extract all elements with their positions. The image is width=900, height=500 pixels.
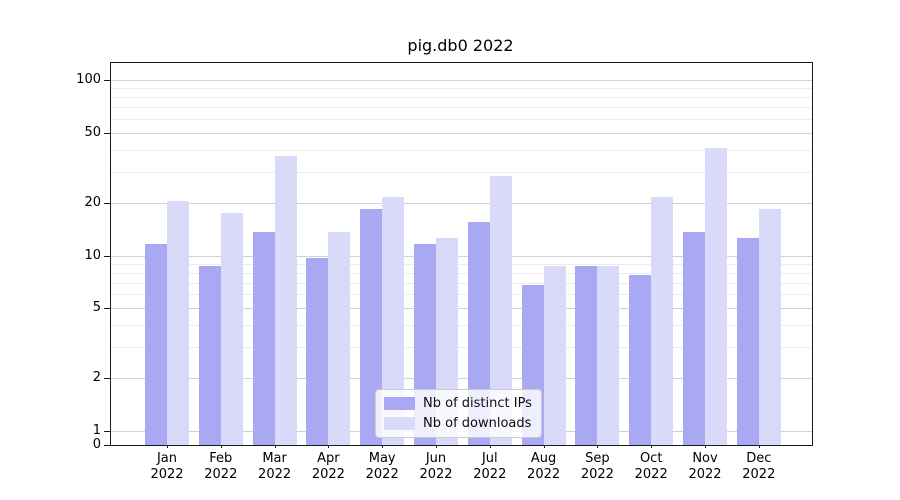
y-tick-mark bbox=[104, 255, 110, 257]
x-tick-label: Oct 2022 bbox=[634, 451, 668, 482]
y-tick-mark bbox=[104, 444, 110, 446]
y-tick-label: 5 bbox=[92, 300, 101, 316]
y-tick-mark bbox=[104, 132, 110, 134]
x-tick-label: Nov 2022 bbox=[688, 451, 722, 482]
bar-sep-distinct-ips bbox=[575, 265, 598, 445]
x-tick-label: Jul 2022 bbox=[473, 451, 507, 482]
bar-jul-downloads bbox=[489, 176, 512, 445]
y-tick-label: 10 bbox=[84, 247, 101, 263]
x-tick-mark bbox=[328, 444, 330, 448]
bar-may-downloads bbox=[382, 197, 405, 445]
bar-apr-distinct-ips bbox=[306, 257, 329, 445]
bar-nov-downloads bbox=[705, 148, 727, 445]
x-tick-mark bbox=[436, 444, 437, 448]
major-gridline bbox=[111, 378, 812, 380]
bar-apr-downloads bbox=[328, 231, 351, 445]
minor-gridline bbox=[111, 263, 812, 265]
major-gridline bbox=[111, 80, 812, 81]
chart-title: pig.db0 2022 bbox=[407, 36, 514, 55]
x-tick-label: Sep 2022 bbox=[580, 451, 614, 482]
bar-jan-distinct-ips bbox=[145, 243, 167, 445]
minor-gridline bbox=[111, 88, 812, 89]
minor-gridline bbox=[111, 272, 812, 274]
y-tick-label: 1 bbox=[92, 423, 101, 438]
x-tick-label: May 2022 bbox=[365, 451, 399, 482]
x-tick-label: Jun 2022 bbox=[419, 451, 453, 482]
bar-jan-downloads bbox=[167, 201, 189, 445]
bar-nov-distinct-ips bbox=[683, 231, 705, 445]
legend-item-distinct-ips: Nb of distinct IPs bbox=[384, 395, 532, 412]
major-gridline bbox=[111, 308, 812, 310]
minor-gridline bbox=[111, 118, 812, 120]
minor-gridline bbox=[111, 325, 812, 327]
x-tick-mark bbox=[167, 444, 168, 448]
legend-label-distinct-ips: Nb of distinct IPs bbox=[423, 396, 532, 411]
bar-aug-downloads bbox=[543, 265, 566, 445]
major-gridline bbox=[111, 255, 812, 257]
major-gridline bbox=[111, 132, 812, 134]
chart-legend: Nb of distinct IPs Nb of downloads bbox=[375, 389, 542, 438]
x-tick-label: Jan 2022 bbox=[150, 451, 184, 482]
bar-oct-downloads bbox=[651, 197, 674, 445]
bar-oct-distinct-ips bbox=[629, 274, 652, 445]
minor-gridline bbox=[111, 107, 812, 109]
legend-item-downloads: Nb of downloads bbox=[384, 415, 532, 432]
x-tick-mark bbox=[597, 444, 599, 448]
x-tick-mark bbox=[220, 444, 222, 448]
major-gridline bbox=[111, 202, 812, 204]
x-tick-mark bbox=[543, 444, 545, 448]
y-tick-mark bbox=[104, 378, 110, 380]
x-tick-mark bbox=[651, 444, 653, 448]
y-tick-label: 20 bbox=[84, 194, 101, 210]
x-tick-mark bbox=[274, 444, 276, 448]
x-tick-label: Apr 2022 bbox=[311, 451, 345, 482]
y-tick-mark bbox=[104, 80, 110, 81]
x-tick-mark bbox=[489, 444, 491, 448]
minor-gridline bbox=[111, 97, 812, 98]
bar-feb-downloads bbox=[220, 212, 243, 445]
x-tick-label: Feb 2022 bbox=[204, 451, 238, 482]
bar-feb-distinct-ips bbox=[198, 265, 221, 445]
x-tick-label: Dec 2022 bbox=[742, 451, 776, 482]
minor-gridline bbox=[111, 149, 812, 151]
bar-dec-distinct-ips bbox=[736, 237, 759, 445]
minor-gridline bbox=[111, 171, 812, 173]
y-tick-label: 100 bbox=[76, 72, 101, 87]
bar-may-distinct-ips bbox=[360, 208, 383, 445]
y-tick-label: 0 bbox=[92, 436, 101, 452]
y-tick-mark bbox=[104, 202, 110, 204]
x-tick-mark bbox=[705, 444, 706, 448]
minor-gridline bbox=[111, 282, 812, 284]
x-tick-label: Mar 2022 bbox=[258, 451, 292, 482]
y-tick-mark bbox=[104, 308, 110, 310]
legend-swatch-distinct-ips bbox=[384, 397, 415, 410]
y-tick-label: 50 bbox=[84, 124, 101, 140]
bar-mar-downloads bbox=[274, 155, 297, 445]
y-tick-mark bbox=[104, 431, 110, 432]
legend-swatch-downloads bbox=[384, 417, 415, 430]
y-tick-label: 2 bbox=[92, 370, 101, 386]
x-tick-mark bbox=[758, 444, 760, 448]
legend-label-downloads: Nb of downloads bbox=[423, 416, 532, 431]
minor-gridline bbox=[111, 294, 812, 296]
x-tick-mark bbox=[382, 444, 384, 448]
bar-dec-downloads bbox=[758, 208, 781, 445]
plot-area bbox=[110, 62, 813, 446]
bar-mar-distinct-ips bbox=[252, 231, 275, 445]
x-tick-label: Aug 2022 bbox=[527, 451, 561, 482]
minor-gridline bbox=[111, 347, 812, 349]
bar-sep-downloads bbox=[597, 265, 620, 445]
